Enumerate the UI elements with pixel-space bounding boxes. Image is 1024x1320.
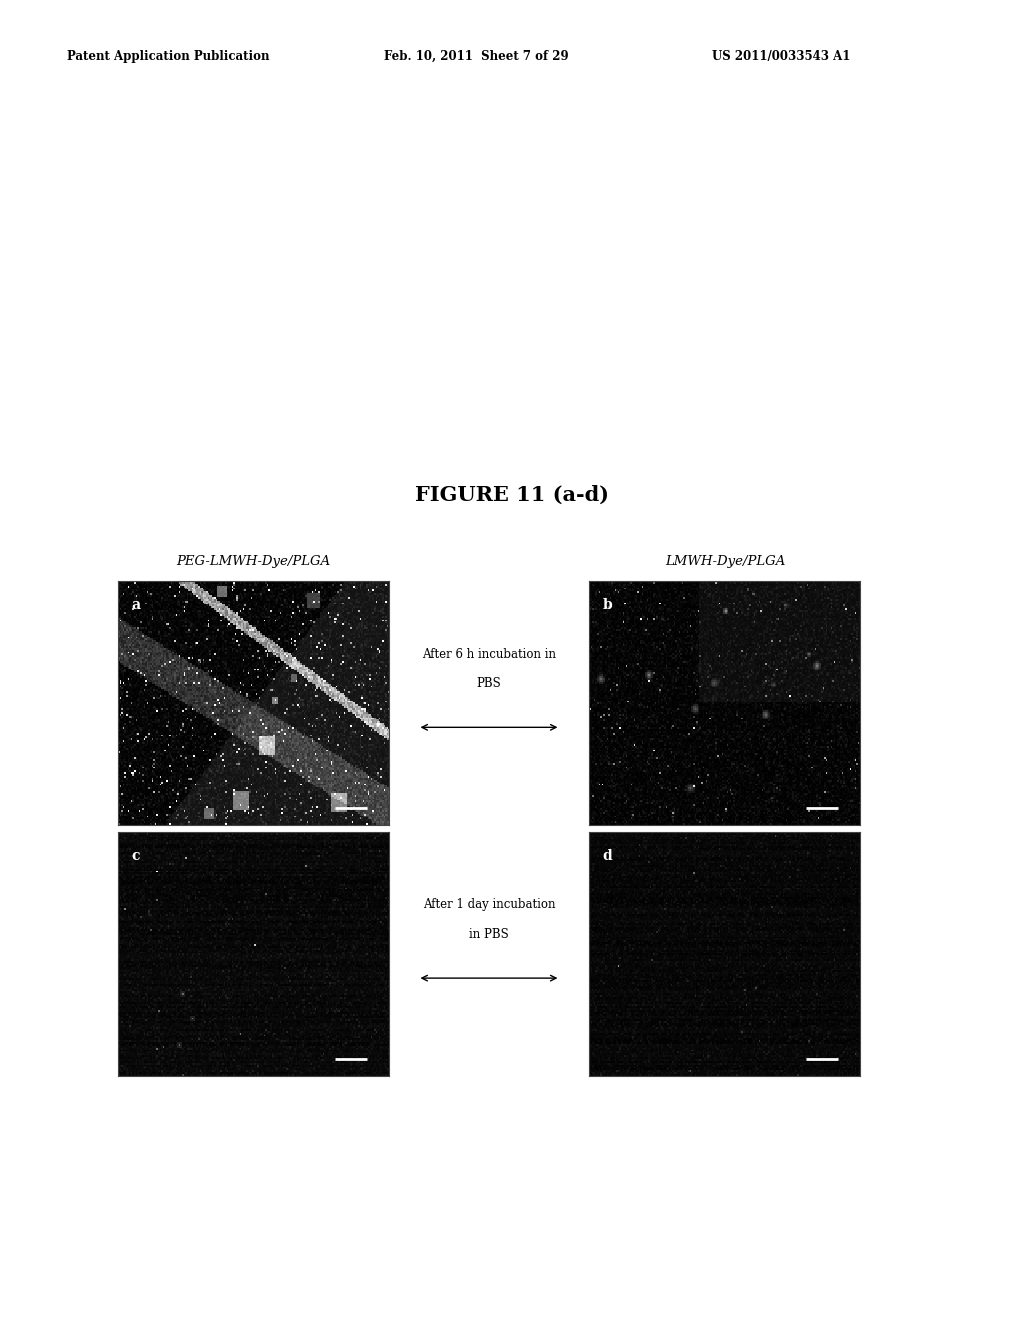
- Text: Feb. 10, 2011  Sheet 7 of 29: Feb. 10, 2011 Sheet 7 of 29: [384, 50, 568, 63]
- Text: After 1 day incubation: After 1 day incubation: [423, 899, 555, 911]
- Text: b: b: [602, 598, 612, 612]
- Text: in PBS: in PBS: [469, 928, 509, 941]
- Text: FIGURE 11 (a-d): FIGURE 11 (a-d): [415, 484, 609, 506]
- Text: PEG-LMWH-Dye/PLGA: PEG-LMWH-Dye/PLGA: [176, 554, 330, 568]
- Text: a: a: [131, 598, 140, 612]
- Text: LMWH-Dye/PLGA: LMWH-Dye/PLGA: [665, 554, 785, 568]
- Text: Patent Application Publication: Patent Application Publication: [67, 50, 269, 63]
- Text: d: d: [602, 849, 612, 863]
- Text: US 2011/0033543 A1: US 2011/0033543 A1: [712, 50, 850, 63]
- Text: PBS: PBS: [476, 677, 502, 690]
- Text: c: c: [131, 849, 140, 863]
- Text: After 6 h incubation in: After 6 h incubation in: [422, 648, 556, 660]
